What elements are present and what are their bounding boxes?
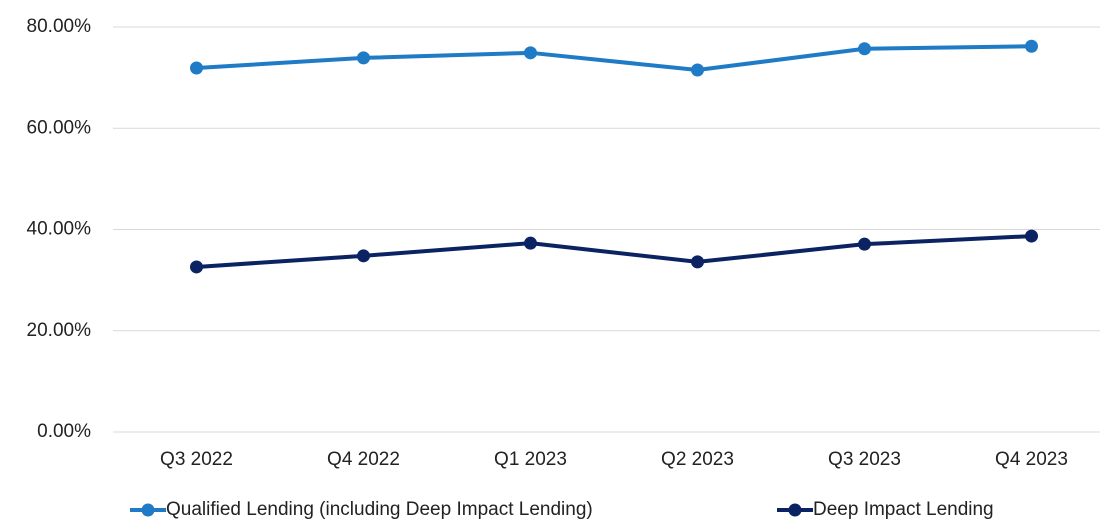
data-point <box>1025 39 1038 53</box>
data-point <box>858 42 871 56</box>
legend-label: Deep Impact Lending <box>813 499 994 520</box>
x-tick-label: Q1 2023 <box>494 449 567 470</box>
data-point <box>691 255 704 269</box>
data-point <box>524 236 537 250</box>
legend-label: Qualified Lending (including Deep Impact… <box>166 499 593 520</box>
y-tick-label: 20.00% <box>27 320 92 341</box>
data-point <box>190 61 203 75</box>
x-tick-label: Q3 2023 <box>828 449 901 470</box>
x-tick-label: Q4 2022 <box>327 449 400 470</box>
data-point <box>524 46 537 60</box>
data-point <box>190 260 203 274</box>
x-tick-label: Q2 2023 <box>661 449 734 470</box>
series-line <box>196 44 1032 73</box>
x-tick-label: Q3 2022 <box>160 449 233 470</box>
data-point <box>357 51 370 65</box>
x-tick-label: Q4 2023 <box>995 449 1068 470</box>
y-tick-label: 80.00% <box>27 16 92 37</box>
data-point <box>691 63 704 77</box>
y-tick-label: 60.00% <box>27 117 92 138</box>
y-tick-label: 40.00% <box>27 219 92 240</box>
legend-marker <box>141 503 155 517</box>
y-tick-label: 0.00% <box>37 421 91 442</box>
data-point <box>858 237 871 251</box>
data-point <box>357 249 370 263</box>
data-point <box>1025 229 1038 243</box>
legend-marker <box>788 503 802 517</box>
series-line <box>196 234 1032 269</box>
